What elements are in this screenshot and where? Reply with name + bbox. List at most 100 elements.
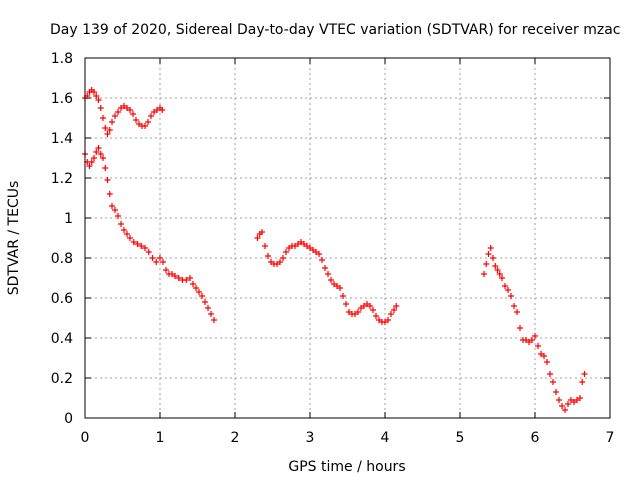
- y-tick-label: 0.4: [51, 331, 73, 347]
- data-point: [153, 259, 160, 265]
- data-point: [93, 149, 100, 155]
- data-point: [319, 257, 325, 263]
- data-point: [487, 245, 494, 251]
- y-tick-label: 0.2: [51, 371, 73, 387]
- data-point: [199, 293, 205, 299]
- data-point: [102, 125, 109, 131]
- data-point: [544, 359, 550, 365]
- data-point: [370, 307, 376, 313]
- data-point: [142, 245, 148, 251]
- data-point: [517, 325, 523, 331]
- data-point: [160, 259, 166, 265]
- data-point: [115, 109, 121, 115]
- data-point: [149, 255, 156, 261]
- data-point: [494, 267, 501, 273]
- data-point: [532, 333, 538, 339]
- data-point: [367, 303, 373, 309]
- data-point: [511, 303, 517, 309]
- data-point: [88, 159, 95, 165]
- x-tick-label: 4: [381, 430, 390, 446]
- data-point: [280, 255, 286, 261]
- data-point: [157, 255, 163, 261]
- x-tick-label: 1: [156, 430, 165, 446]
- x-tick-label: 5: [456, 430, 465, 446]
- data-point: [127, 235, 133, 241]
- y-tick-label: 1.4: [51, 131, 73, 147]
- data-point: [148, 113, 154, 119]
- data-point: [193, 285, 199, 291]
- axis-ticks: [84, 57, 611, 419]
- data-point: [208, 311, 214, 317]
- data-point: [127, 107, 133, 113]
- data-point: [100, 155, 106, 161]
- data-point: [130, 111, 136, 117]
- data-point: [529, 337, 535, 343]
- plot-frame: [84, 57, 611, 419]
- data-point: [385, 317, 391, 323]
- data-point: [325, 271, 331, 277]
- data-point: [391, 307, 397, 313]
- x-tick-label: 2: [231, 430, 240, 446]
- data-point: [211, 317, 217, 323]
- data-point: [121, 227, 127, 233]
- data-point: [102, 165, 109, 171]
- data-point: [97, 105, 104, 111]
- y-tick-label: 0.6: [51, 291, 73, 307]
- data-point: [485, 251, 492, 257]
- series-arc-2: [82, 145, 217, 323]
- data-point: [283, 249, 289, 255]
- data-point: [254, 235, 261, 241]
- chart-title: Day 139 of 2020, Sidereal Day-to-day VTE…: [50, 22, 620, 38]
- data-point: [138, 243, 145, 249]
- data-point: [388, 311, 394, 317]
- data-point: [91, 155, 97, 161]
- data-point: [577, 395, 583, 401]
- data-point: [579, 379, 586, 385]
- data-point: [106, 127, 113, 133]
- data-point: [86, 163, 93, 169]
- data-point: [277, 259, 283, 265]
- data-point: [163, 267, 169, 273]
- data-point: [581, 371, 588, 377]
- data-point: [91, 89, 97, 95]
- data-point: [343, 301, 349, 307]
- data-point: [550, 379, 556, 385]
- x-tick-label: 3: [306, 430, 315, 446]
- data-point: [502, 283, 508, 289]
- y-axis-label: SDTVAR / TECUs: [6, 181, 22, 296]
- data-point: [393, 303, 400, 309]
- data-point: [337, 285, 343, 291]
- data-point: [373, 313, 379, 319]
- data-point: [535, 343, 541, 349]
- y-tick-label: 0.8: [51, 251, 73, 267]
- data-point: [547, 371, 553, 377]
- data-point: [112, 113, 118, 119]
- data-point: [159, 107, 166, 113]
- data-point: [93, 93, 100, 99]
- data-point: [508, 293, 514, 299]
- data-point: [514, 309, 520, 315]
- data-point: [483, 261, 490, 267]
- data-point: [556, 397, 562, 403]
- data-point: [118, 221, 124, 227]
- data-point: [172, 273, 178, 279]
- data-point: [100, 115, 106, 121]
- x-axis-label: GPS time / hours: [288, 459, 405, 475]
- series-arc-3: [254, 229, 400, 325]
- data-point: [115, 213, 121, 219]
- data-point: [112, 207, 118, 213]
- data-point: [202, 299, 208, 305]
- y-tick-label: 1.8: [51, 51, 73, 67]
- data-point: [134, 241, 141, 247]
- series-arc-4: [481, 245, 588, 413]
- data-point: [145, 119, 151, 125]
- data-point: [97, 151, 104, 157]
- data-point: [130, 239, 137, 245]
- y-tick-label: 0: [64, 411, 73, 427]
- data-point: [340, 293, 346, 299]
- data-point: [259, 229, 265, 235]
- data-point: [109, 119, 115, 125]
- data-point: [133, 117, 139, 123]
- data-point: [183, 277, 190, 283]
